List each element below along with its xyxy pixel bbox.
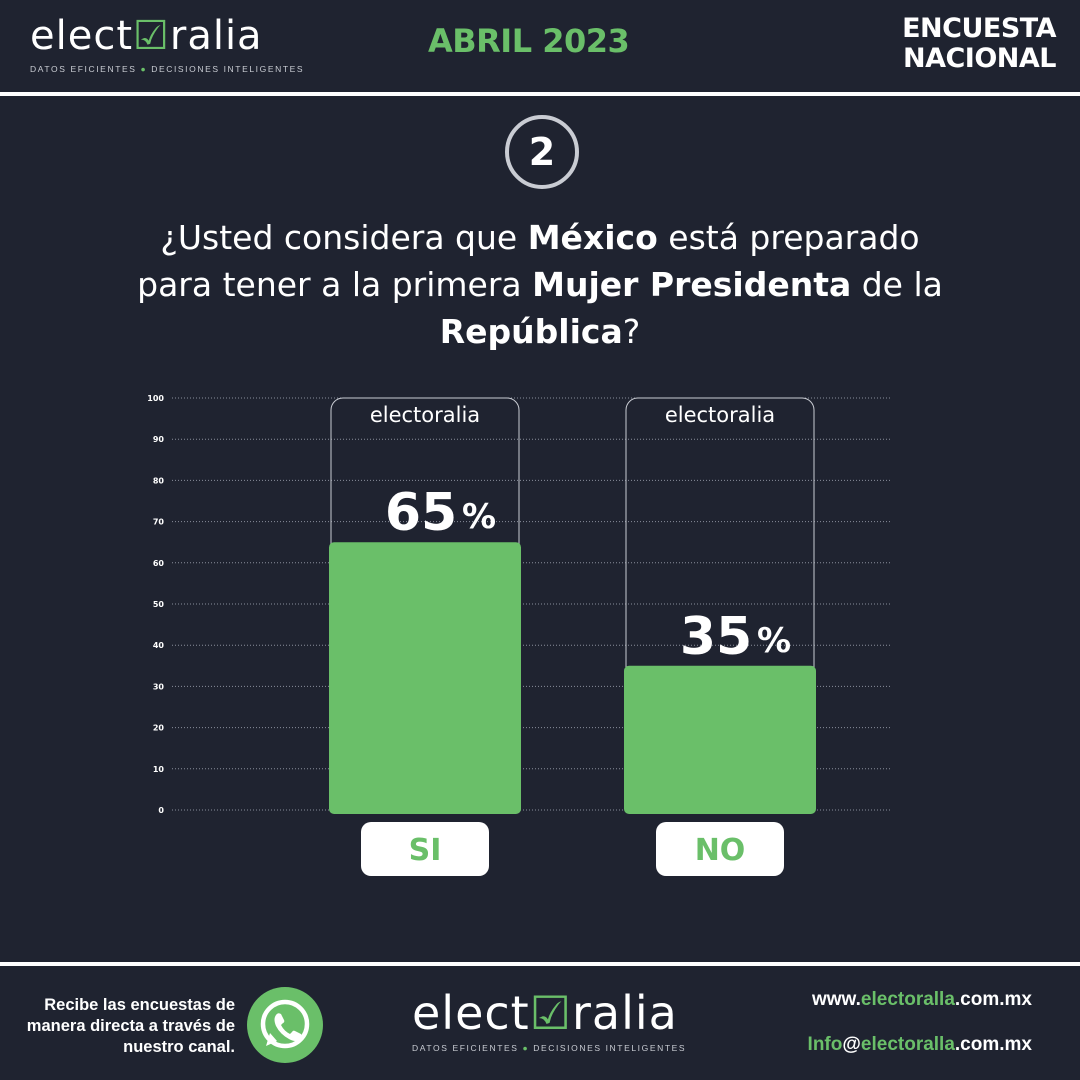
x-tick-label: NO <box>695 833 746 868</box>
bar <box>329 542 521 814</box>
y-tick-label: 50 <box>153 600 165 609</box>
question-emphasis: Mujer Presidenta <box>532 265 852 304</box>
y-tick-label: 100 <box>147 394 164 403</box>
data-label: 35 <box>680 607 752 667</box>
footer-brand-logo: elect☑ralia DATOS EFICIENTES ● DECISIONE… <box>412 985 686 1053</box>
brand-name-start: elect <box>30 13 134 59</box>
y-tick-label: 10 <box>153 765 165 774</box>
y-tick-label: 70 <box>153 518 165 527</box>
question-number-badge: 2 <box>505 115 579 189</box>
brand-name-start: elect <box>412 986 530 1040</box>
y-tick-label: 60 <box>153 559 165 568</box>
whatsapp-icon[interactable] <box>246 986 324 1064</box>
data-label-suffix: % <box>462 497 496 537</box>
bar <box>624 665 816 814</box>
brand-tagline-right: DECISIONES INTELIGENTES <box>533 1043 687 1053</box>
question-part: de la <box>851 265 943 304</box>
brand-logo: elect☑ralia DATOS EFICIENTES ● DECISIONE… <box>30 12 304 74</box>
brand-tagline-right: DECISIONES INTELIGENTES <box>151 64 305 74</box>
y-tick-label: 40 <box>153 641 165 650</box>
survey-type-line2: NACIONAL <box>902 43 1057 74</box>
question-text: ¿Usted considera que México está prepara… <box>120 214 960 355</box>
question-part: ? <box>622 312 641 351</box>
data-label: 65 <box>385 483 457 543</box>
survey-type: ENCUESTA NACIONAL <box>836 14 1056 74</box>
y-tick-label: 0 <box>158 806 164 815</box>
header-bar: elect☑ralia DATOS EFICIENTES ● DECISIONE… <box>0 0 1080 92</box>
question-part: ¿Usted considera que <box>160 218 528 257</box>
checkbox-icon: ☑ <box>133 13 170 59</box>
question-part: está preparado para tener a la primera <box>137 218 920 304</box>
website-link[interactable]: www.electoralla.com.mx <box>811 989 1032 1010</box>
brand-tagline-left: DATOS EFICIENTES <box>30 64 137 74</box>
category-pill <box>656 822 784 876</box>
bar-frame-brand: electoralia <box>370 403 480 427</box>
data-label-suffix: % <box>757 621 791 661</box>
checkbox-icon: ☑ <box>529 986 572 1040</box>
x-tick-label: SI <box>409 833 442 868</box>
brand-tagline-left: DATOS EFICIENTES <box>412 1043 519 1053</box>
y-tick-label: 80 <box>153 476 165 485</box>
survey-type-line1: ENCUESTA <box>902 13 1056 44</box>
footer-divider <box>0 962 1080 966</box>
category-pill <box>361 822 489 876</box>
y-tick-label: 30 <box>153 682 165 691</box>
question-emphasis: República <box>439 312 623 351</box>
bar-chart: 0 10 20 30 40 50 60 70 80 90 100 electoralia 65 % SI el… <box>147 394 892 876</box>
y-tick-label: 20 <box>153 724 165 733</box>
y-tick-label: 90 <box>153 435 165 444</box>
email-link[interactable]: Info@electoralla.com.mx <box>807 1034 1032 1055</box>
brand-name-end: ralia <box>571 986 678 1040</box>
survey-date: ABRIL 2023 <box>428 22 630 60</box>
brand-name-end: ralia <box>169 13 263 59</box>
header-divider <box>0 92 1080 96</box>
bar-frame-brand: electoralia <box>665 403 775 427</box>
dot-icon: ● <box>522 1043 530 1053</box>
channel-invite-text: Recibe las encuestas de manera directa a… <box>26 996 235 1056</box>
dot-icon: ● <box>140 64 148 74</box>
question-emphasis: México <box>527 218 658 257</box>
